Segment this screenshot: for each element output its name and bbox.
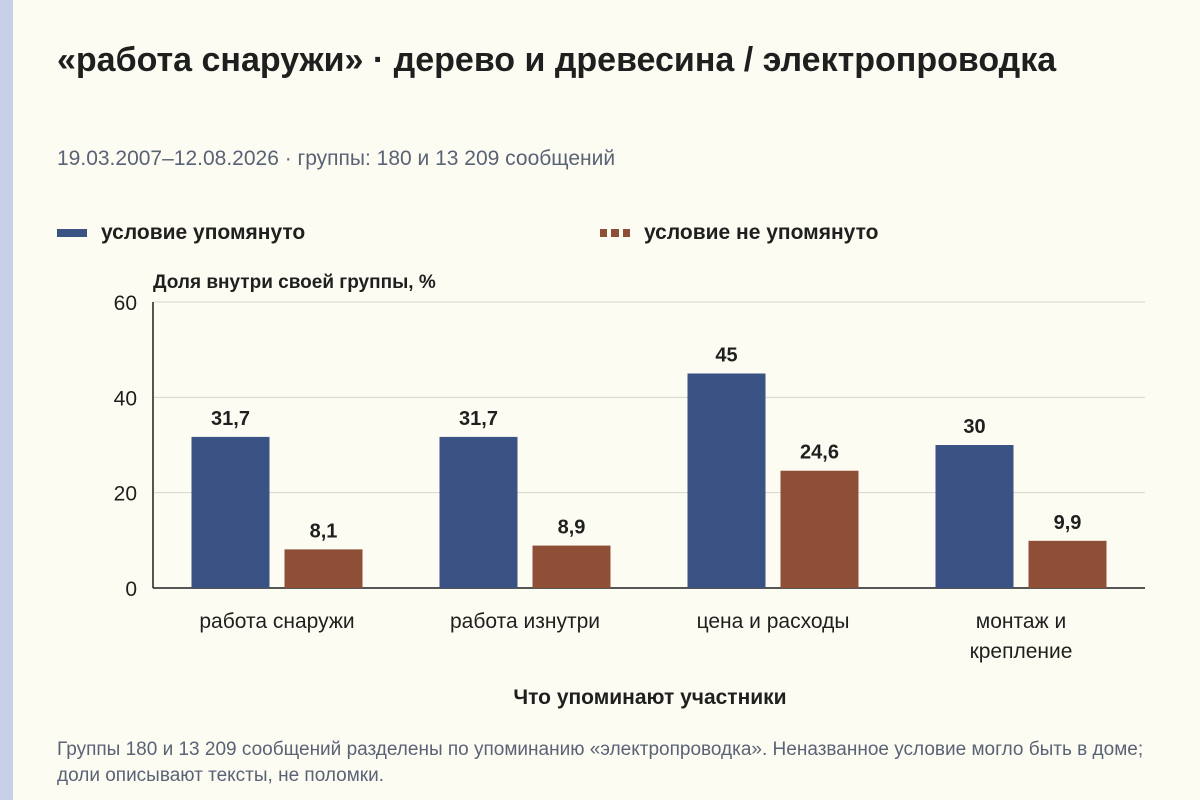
y-axis-label: Доля внутри своей группы, % bbox=[153, 272, 436, 293]
y-tick-label-0: 0 bbox=[125, 578, 137, 601]
bar-not-mentioned-3 bbox=[1028, 540, 1107, 588]
bar-mentioned-0 bbox=[191, 436, 270, 588]
bar-mentioned-3 bbox=[935, 445, 1014, 588]
chart-subtitle: 19.03.2007–12.08.2026 · группы: 180 и 13… bbox=[57, 147, 616, 170]
legend-label-mentioned: условие упомянуто bbox=[101, 221, 306, 244]
bar-mentioned-2 bbox=[687, 373, 766, 588]
chart-title: «работа снаружи» · дерево и древесина / … bbox=[57, 41, 1057, 79]
bar-not-mentioned-0 bbox=[284, 549, 363, 588]
legend-item-mentioned: условие упомянуто bbox=[57, 220, 305, 246]
x-tick-label-2: цена и расходы bbox=[697, 610, 850, 633]
x-tick-label-0: работа снаружи bbox=[199, 610, 354, 633]
left-accent-strip bbox=[0, 0, 13, 800]
legend-item-not-mentioned: условие не упомянуто bbox=[600, 220, 878, 246]
legend-label-not-mentioned: условие не упомянуто bbox=[644, 221, 879, 244]
x-axis-label: Что упоминают участники bbox=[513, 686, 787, 709]
data-label-mentioned-1: 31,7 bbox=[459, 408, 498, 430]
bar-not-mentioned-1 bbox=[532, 545, 611, 588]
legend-swatch-mentioned bbox=[57, 229, 87, 237]
legend-swatch-not-mentioned bbox=[600, 229, 630, 237]
bar-not-mentioned-2 bbox=[780, 470, 859, 588]
data-label-not-mentioned-2: 24,6 bbox=[800, 442, 839, 464]
x-tick-label-1: работа изнутри bbox=[450, 610, 600, 633]
y-tick-label-40: 40 bbox=[114, 387, 137, 410]
x-tick-label-3-line-1: крепление bbox=[970, 640, 1073, 663]
y-tick-label-20: 20 bbox=[114, 483, 137, 506]
data-label-mentioned-2: 45 bbox=[715, 345, 737, 367]
y-tick-label-60: 60 bbox=[114, 292, 137, 315]
x-tick-label-3-line-0: монтаж и bbox=[976, 610, 1066, 633]
data-label-not-mentioned-0: 8,1 bbox=[310, 520, 338, 542]
data-label-not-mentioned-3: 9,9 bbox=[1054, 512, 1082, 534]
data-label-mentioned-0: 31,7 bbox=[211, 408, 250, 430]
data-label-mentioned-3: 30 bbox=[963, 416, 985, 438]
footnote: Группы 180 и 13 209 сообщений разделены … bbox=[57, 739, 1144, 786]
data-label-not-mentioned-1: 8,9 bbox=[558, 517, 586, 539]
bar-mentioned-1 bbox=[439, 436, 518, 588]
